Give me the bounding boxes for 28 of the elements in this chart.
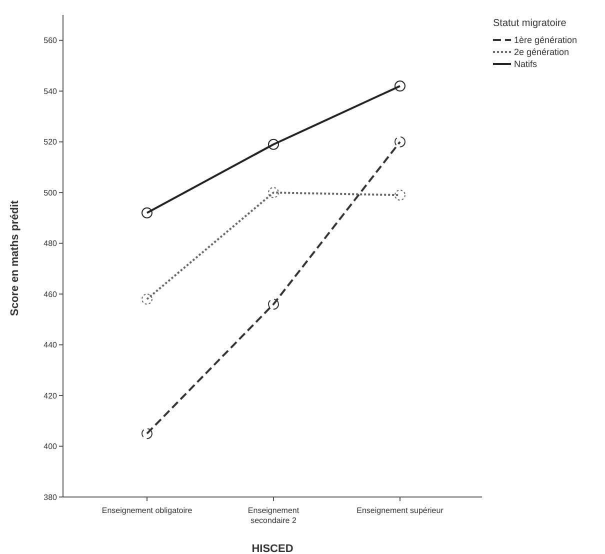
point <box>394 136 406 148</box>
point <box>268 187 279 198</box>
y-tick-label: 400 <box>44 442 58 452</box>
point <box>394 80 406 92</box>
point <box>268 138 279 150</box>
y-axis-title: Score en maths prédit <box>8 200 21 316</box>
y-tick-label: 520 <box>44 138 58 147</box>
point <box>268 298 279 310</box>
y-tick-label: 440 <box>44 340 58 350</box>
x-tick-label: Enseignement secondaire 2 <box>248 506 300 525</box>
point <box>142 294 152 305</box>
x-tick-label: Enseignement supérieur <box>356 506 444 515</box>
legend-label: 2e génération <box>514 46 570 58</box>
legend-label: Natifs <box>514 58 538 70</box>
legend-title: Statut migratoire <box>493 18 568 30</box>
y-tick-label: 420 <box>44 391 58 400</box>
x-tick-label: Enseignement obligatoire <box>102 506 193 515</box>
y-tick-label: 480 <box>44 239 58 248</box>
point <box>394 190 406 201</box>
y-tick-label: 560 <box>44 36 58 46</box>
x-axis-title: HISCED <box>252 543 294 554</box>
y-tick-label: 460 <box>44 290 58 299</box>
y-tick-label: 540 <box>44 86 58 96</box>
point <box>142 428 152 440</box>
point <box>142 207 152 218</box>
y-tick-label: 500 <box>44 188 58 198</box>
legend-label: 1ère génération <box>514 34 578 46</box>
y-tick-label: 380 <box>44 492 58 502</box>
